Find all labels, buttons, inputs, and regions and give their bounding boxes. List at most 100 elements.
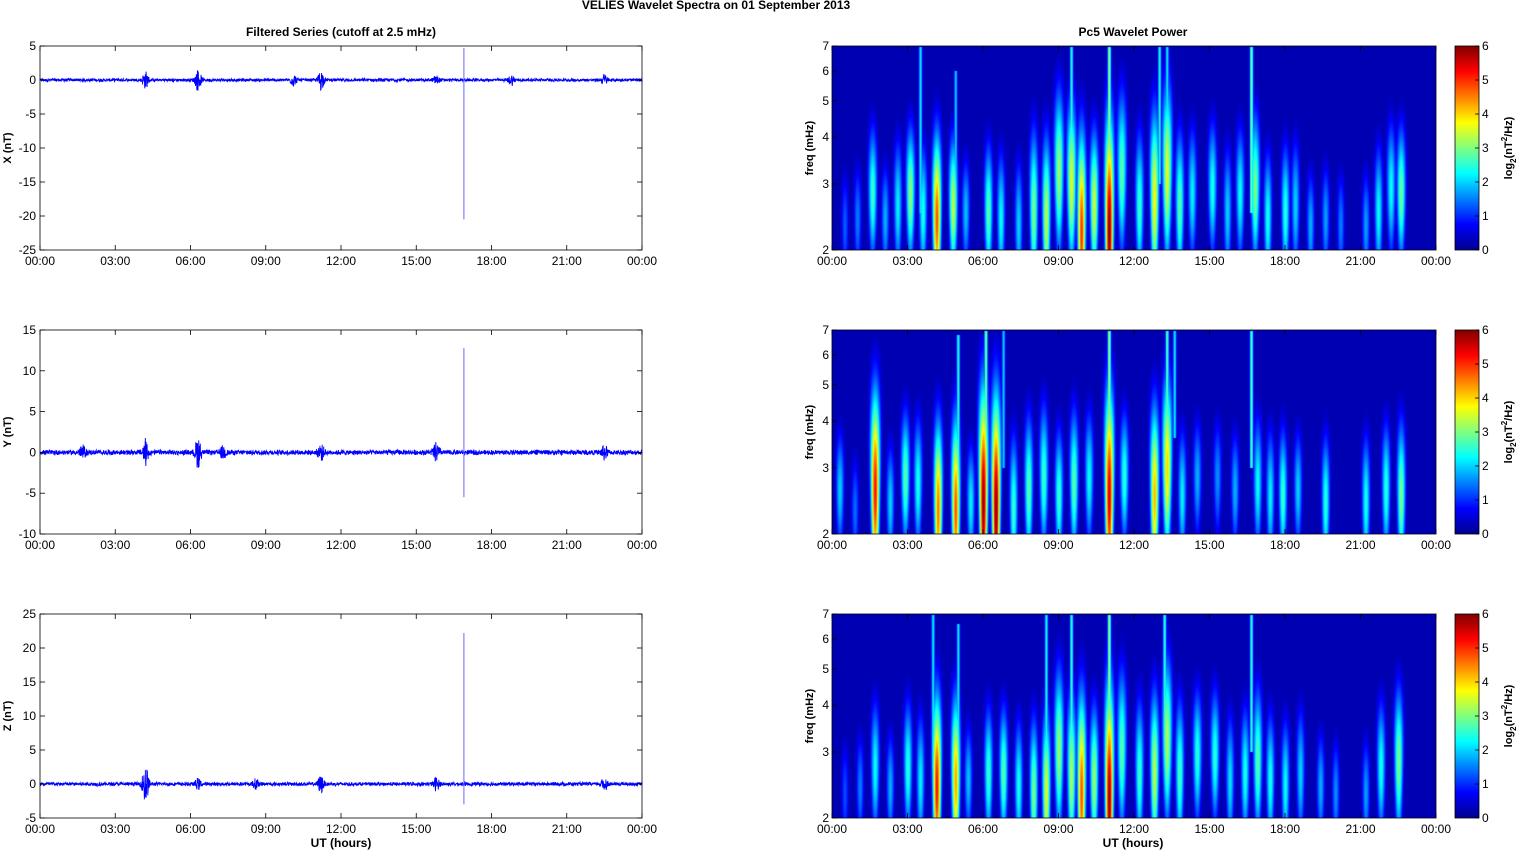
series-x-tick-label: 00:00	[627, 822, 657, 836]
wavelet-y-tick-label: 3	[822, 745, 829, 759]
series-x-tick-label: 09:00	[251, 822, 281, 836]
colorbar-tick-label: 1	[1482, 777, 1489, 791]
series-x-tick-label: 21:00	[552, 822, 582, 836]
signal-trace-x	[39, 70, 643, 92]
series-x-tick-label: 12:00	[326, 538, 356, 552]
series-panel-y: -10 -5 0 5 10 15 00:00 03:00 06:00 09:00 12:00 15:0…	[2, 323, 657, 552]
colorbar-tick-label: 5	[1482, 73, 1489, 87]
series-y-tick-label: 10	[23, 709, 37, 723]
wavelet-x-tick-label: 21:00	[1345, 822, 1375, 836]
wavelet-x-tick-label: 12:00	[1119, 254, 1149, 268]
panels-container: -25 -20 -15 -10 -5 0 5 00:00 03:00 06:00 09:00 12:0…	[2, 39, 1518, 836]
colorbar-label-part: 2	[1509, 158, 1518, 163]
left-column-title: Filtered Series (cutoff at 2.5 mHz)	[246, 25, 436, 39]
wavelet-x-tick-label: 00:00	[1421, 538, 1451, 552]
series-y-tick-label: -10	[19, 527, 37, 541]
colorbar-tick-label: 0	[1482, 527, 1489, 541]
colorbar-tick-label: 2	[1482, 459, 1489, 473]
series-x-tick-label: 18:00	[476, 254, 506, 268]
series-x-tick-label: 18:00	[476, 822, 506, 836]
wavelet-x-tick-label: 15:00	[1194, 822, 1224, 836]
wavelet-power-heatmap	[832, 330, 1436, 534]
colorbar-label-part: /Hz)	[1503, 116, 1515, 137]
colorbar-tick-label: 3	[1482, 709, 1489, 723]
wavelet-x-tick-label: 18:00	[1270, 254, 1300, 268]
series-y-tick-label: 5	[29, 743, 36, 757]
wavelet-y-tick-label: 4	[822, 414, 829, 428]
colorbar-tick-label: 5	[1482, 357, 1489, 371]
series-panel-x: -25 -20 -15 -10 -5 0 5 00:00 03:00 06:00 09:00 12:0…	[2, 39, 657, 268]
series-y-axis-label: Y (nT)	[2, 416, 14, 447]
wavelet-x-tick-label: 00:00	[1421, 822, 1451, 836]
colorbar-label-part: log	[1503, 447, 1515, 464]
colorbar-tick-label: 2	[1482, 743, 1489, 757]
series-x-tick-label: 00:00	[25, 822, 55, 836]
colorbar-tick-label: 0	[1482, 811, 1489, 825]
wavelet-y-tick-label: 6	[822, 632, 829, 646]
colorbar-label-part: 2	[1500, 136, 1509, 141]
wavelet-y-tick-label: 6	[822, 348, 829, 362]
colorbar-label-part: (nT	[1503, 709, 1515, 726]
wavelet-x-tick-label: 18:00	[1270, 822, 1300, 836]
wavelet-y-tick-label: 7	[822, 607, 829, 621]
colorbar-label-part: 2	[1509, 726, 1518, 731]
colorbar-tick-label: 3	[1482, 141, 1489, 155]
series-y-tick-label: 15	[23, 323, 37, 337]
wavelet-x-tick-label: 15:00	[1194, 538, 1224, 552]
wavelet-power-heatmap	[832, 46, 1436, 250]
colorbar-tick-label: 1	[1482, 209, 1489, 223]
wavelet-x-tick-label: 06:00	[968, 822, 998, 836]
colorbar-tick-label: 6	[1482, 607, 1489, 621]
series-y-tick-label: 5	[29, 405, 36, 419]
right-column-title: Pc5 Wavelet Power	[1079, 25, 1188, 39]
wavelet-power-heatmap	[832, 614, 1436, 818]
series-y-axis-label: Z (nT)	[2, 700, 14, 731]
wavelet-y-tick-label: 5	[822, 378, 829, 392]
wavelet-x-tick-label: 21:00	[1345, 254, 1375, 268]
wavelet-y-tick-label: 2	[822, 527, 829, 541]
series-y-tick-label: 0	[29, 445, 36, 459]
wavelet-x-tick-label: 09:00	[1043, 538, 1073, 552]
wavelet-y-axis-label: freq (mHz)	[804, 120, 816, 175]
wavelet-x-tick-label: 09:00	[1043, 254, 1073, 268]
series-y-tick-label: 10	[23, 364, 37, 378]
series-x-tick-label: 00:00	[25, 538, 55, 552]
colorbar-label-part: log	[1503, 163, 1515, 180]
series-x-tick-label: 03:00	[100, 254, 130, 268]
colorbar-label-part: 2	[1500, 420, 1509, 425]
series-x-tick-label: 06:00	[175, 254, 205, 268]
wavelet-x-tick-label: 03:00	[892, 538, 922, 552]
colorbar-label-part: /Hz)	[1503, 400, 1515, 421]
series-y-tick-label: -15	[19, 175, 37, 189]
wavelet-y-tick-label: 4	[822, 130, 829, 144]
colorbar-label-part: (nT	[1503, 141, 1515, 158]
series-y-tick-label: 15	[23, 675, 37, 689]
colorbar-label: log2(nT2/Hz)	[1500, 684, 1518, 747]
series-y-axis-label: X (nT)	[2, 132, 14, 163]
colorbar-tick-label: 2	[1482, 175, 1489, 189]
series-y-tick-label: 5	[29, 39, 36, 53]
series-x-tick-label: 00:00	[627, 538, 657, 552]
wavelet-panel-x: 2 3 4 5 6 7 00:00 03:00 06:00 09:00 12:00 15:00 18:0…	[804, 39, 1518, 268]
wavelet-y-tick-label: 2	[822, 811, 829, 825]
series-x-tick-label: 15:00	[401, 538, 431, 552]
signal-trace-z	[39, 769, 643, 800]
wavelet-x-tick-label: 12:00	[1119, 538, 1149, 552]
wavelet-x-tick-label: 06:00	[968, 254, 998, 268]
colorbar-label-part: 2	[1509, 442, 1518, 447]
colorbar-tick-label: 1	[1482, 493, 1489, 507]
series-y-tick-label: -20	[19, 209, 37, 223]
right-x-axis-label: UT (hours)	[1103, 836, 1164, 850]
series-x-tick-label: 21:00	[552, 538, 582, 552]
series-x-tick-label: 09:00	[251, 538, 281, 552]
series-y-tick-label: 0	[29, 777, 36, 791]
wavelet-x-tick-label: 12:00	[1119, 822, 1149, 836]
wavelet-y-tick-label: 4	[822, 698, 829, 712]
series-x-tick-label: 00:00	[627, 254, 657, 268]
colorbar-tick-label: 0	[1482, 243, 1489, 257]
wavelet-y-tick-label: 5	[822, 94, 829, 108]
series-x-tick-label: 18:00	[476, 538, 506, 552]
wavelet-x-tick-label: 06:00	[968, 538, 998, 552]
wavelet-y-tick-label: 7	[822, 323, 829, 337]
colorbar-tick-label: 6	[1482, 39, 1489, 53]
